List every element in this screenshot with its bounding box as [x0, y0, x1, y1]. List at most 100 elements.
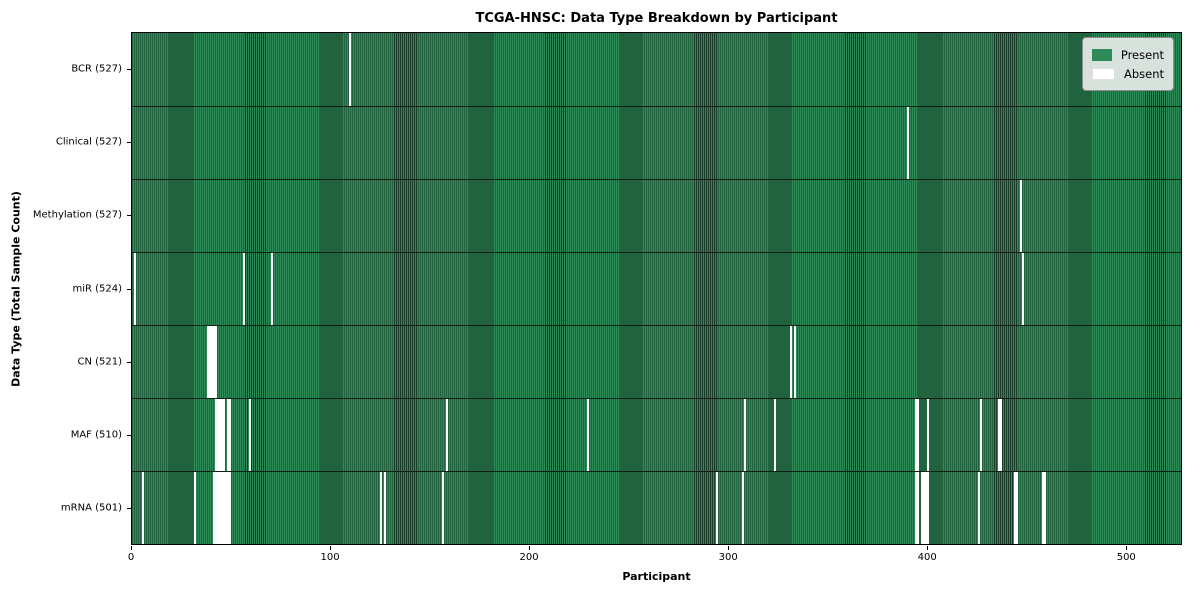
absent-line: [978, 472, 981, 544]
legend-item-absent: Absent: [1092, 64, 1164, 83]
heatmap-row-maf: [132, 398, 1181, 471]
plot-area: [131, 32, 1182, 545]
heatmap-row-mir: [132, 252, 1181, 325]
absent-line: [217, 472, 220, 544]
absent-line: [1000, 399, 1003, 471]
x-tick-mark: [529, 546, 531, 550]
absent-line: [213, 326, 216, 398]
x-tick-mark: [728, 546, 730, 550]
absent-line: [980, 399, 983, 471]
y-tick-label: miR (524): [72, 283, 122, 294]
x-tick-mark: [330, 546, 332, 550]
absent-line: [1022, 253, 1025, 325]
absent-line: [998, 399, 1001, 471]
y-tick-label: Methylation (527): [32, 209, 122, 221]
absent-line: [211, 326, 214, 398]
absent-line: [215, 399, 218, 471]
absent-line: [219, 472, 222, 544]
absent-line: [916, 399, 919, 471]
chart-title: TCGA-HNSC: Data Type Breakdown by Partic…: [475, 11, 838, 26]
y-tick-label: BCR (527): [71, 63, 122, 75]
absent-line: [221, 399, 224, 471]
x-tick-mark: [131, 546, 132, 550]
absent-line: [225, 472, 228, 544]
y-tick-mark: [127, 68, 131, 70]
x-axis-ticks: 0 100 200 300 400 500: [127, 545, 1182, 567]
absent-line: [586, 399, 589, 471]
absent-line: [249, 399, 252, 471]
y-tick-mark: [127, 361, 131, 363]
x-tick-label: 200: [519, 552, 539, 563]
absent-line: [229, 472, 232, 544]
absent-line: [223, 472, 226, 544]
x-tick-label: 300: [718, 552, 738, 563]
absent-line: [1014, 472, 1017, 544]
y-tick-label: MAF (510): [70, 429, 122, 441]
absent-line: [223, 399, 226, 471]
y-tick-label: Clinical (527): [55, 136, 122, 148]
absent-line: [227, 399, 230, 471]
x-tick-label: 100: [320, 552, 340, 563]
absent-line: [193, 472, 196, 544]
absent-line: [1041, 472, 1044, 544]
absent-line: [133, 253, 136, 325]
heatmap-row-bcr: [132, 33, 1181, 106]
heatmap-row-clinical: [132, 106, 1181, 179]
y-tick-mark: [127, 435, 131, 437]
absent-line: [716, 472, 719, 544]
y-tick-mark: [127, 508, 131, 510]
heatmap-row-cn: [132, 325, 1181, 398]
absent-line: [227, 472, 230, 544]
y-tick-mark: [127, 288, 131, 290]
absent-line: [229, 399, 232, 471]
absent-line: [243, 253, 246, 325]
absent-line: [926, 472, 929, 544]
absent-line: [217, 399, 220, 471]
absent-line: [789, 326, 792, 398]
absent-line: [1016, 472, 1019, 544]
x-tick-mark: [1126, 546, 1128, 550]
absent-line: [924, 472, 927, 544]
absent-line: [914, 399, 917, 471]
absent-line: [922, 472, 925, 544]
y-tick-label: mRNA (501): [60, 502, 122, 514]
heatmap-row-mrna: [132, 471, 1181, 544]
absent-line: [920, 472, 923, 544]
y-tick-mark: [127, 215, 131, 217]
absent-line: [219, 399, 222, 471]
legend-absent-label: Absent: [1123, 66, 1164, 81]
heatmap-row-methylation: [132, 179, 1181, 252]
absent-line: [348, 33, 351, 106]
absent-line: [215, 326, 218, 398]
x-tick-label: 400: [917, 552, 937, 563]
absent-line: [1043, 472, 1046, 544]
legend-item-present: Present: [1092, 45, 1164, 64]
absent-line: [380, 472, 383, 544]
x-axis-label: Participant: [622, 570, 691, 583]
absent-line: [773, 399, 776, 471]
absent-line: [221, 472, 224, 544]
present-swatch-icon: [1092, 48, 1112, 61]
x-tick-label: 0: [127, 552, 135, 563]
y-tick-mark: [127, 141, 131, 143]
absent-line: [215, 472, 218, 544]
absent-line: [1020, 180, 1023, 252]
absent-line: [906, 107, 909, 179]
x-tick-label: 500: [1116, 552, 1136, 563]
absent-line: [209, 326, 212, 398]
absent-line: [743, 399, 746, 471]
absent-line: [926, 399, 929, 471]
absent-line: [445, 399, 448, 471]
absent-swatch-icon: [1092, 67, 1115, 80]
legend-present-label: Present: [1120, 47, 1164, 62]
absent-line: [213, 472, 216, 544]
absent-line: [141, 472, 144, 544]
legend: Present Absent: [1082, 37, 1174, 91]
absent-line: [384, 472, 387, 544]
absent-line: [441, 472, 444, 544]
y-axis-ticks: BCR (527) Clinical (527) Methylation (527)…: [0, 32, 131, 545]
y-tick-label: CN (521): [77, 356, 122, 368]
absent-line: [916, 472, 919, 544]
absent-line: [271, 253, 274, 325]
